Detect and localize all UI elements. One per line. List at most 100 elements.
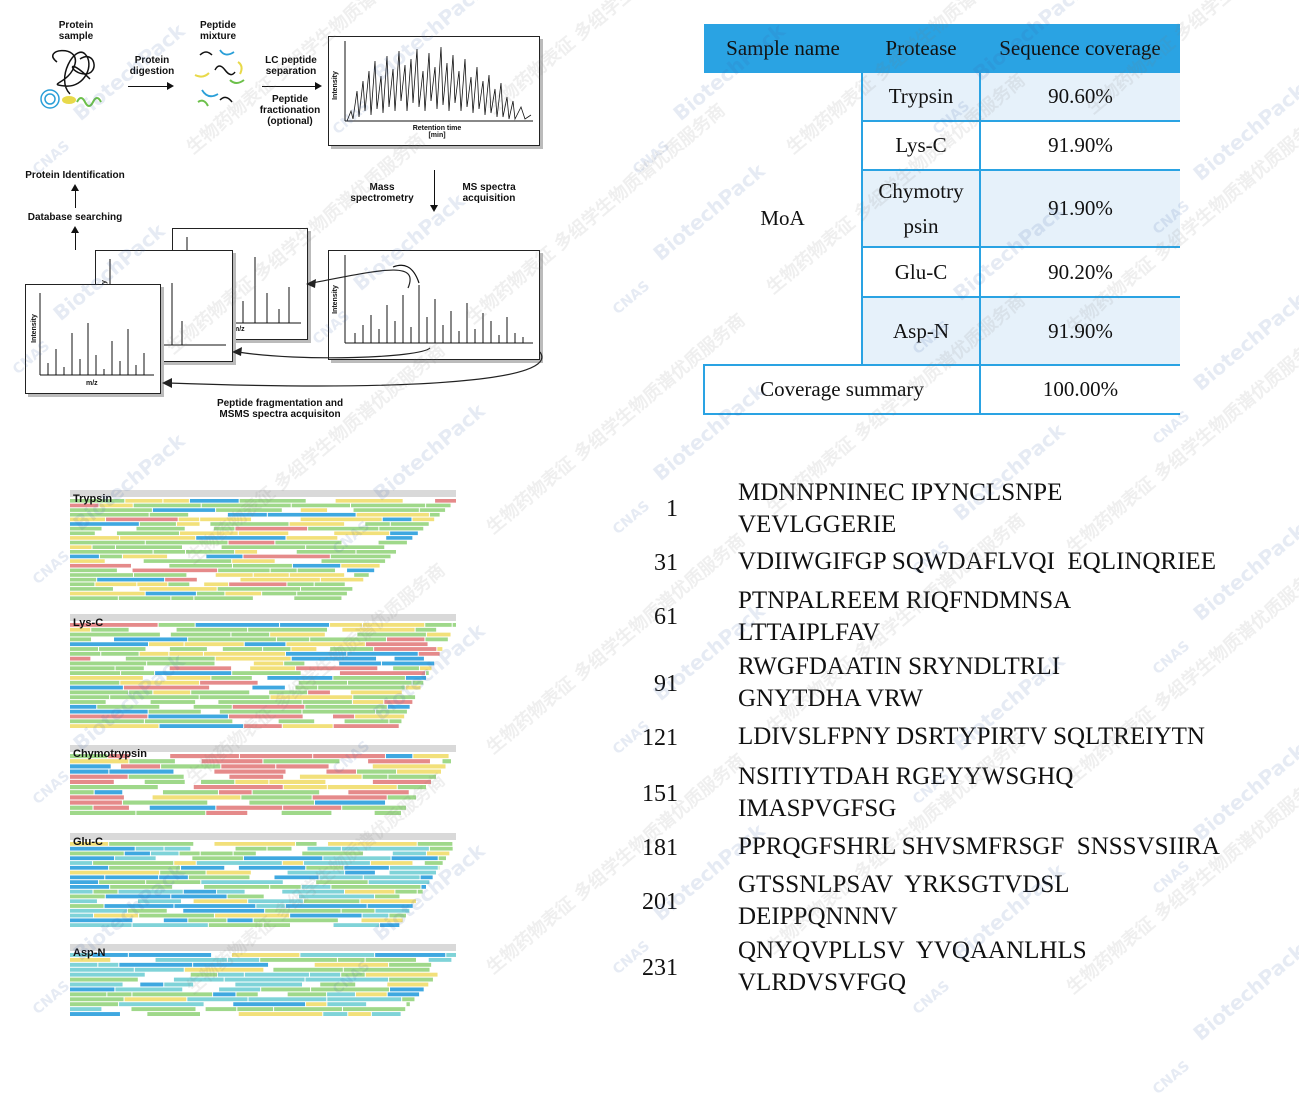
peptide-bar bbox=[176, 522, 200, 526]
watermark-brand: BiotechPack bbox=[1188, 288, 1299, 396]
peptide-bar bbox=[213, 526, 235, 531]
workflow-diagram: Protein sample Protein digestion Peptide… bbox=[0, 0, 600, 440]
peptide-bar bbox=[256, 904, 285, 908]
peptide-bar bbox=[70, 695, 110, 700]
peptide-bar bbox=[339, 661, 381, 666]
peptide-bar bbox=[365, 957, 416, 962]
table-row: Lys-C 91.90% bbox=[704, 120, 1180, 170]
ms-spectra-label: MS spectra acquisition bbox=[462, 182, 516, 204]
peptide-bar bbox=[381, 661, 435, 666]
ms-arrow bbox=[430, 170, 438, 212]
watermark-brand: BiotechPack bbox=[1188, 738, 1299, 846]
peptide-bar bbox=[99, 503, 133, 508]
peptide-bar bbox=[131, 1007, 196, 1012]
peptide-bar bbox=[70, 627, 91, 632]
peptide-bar bbox=[206, 810, 248, 815]
mass-spectrometry-label: Mass spectrometry bbox=[350, 182, 414, 204]
peptide-bar bbox=[196, 591, 225, 596]
peptide-bar bbox=[152, 795, 241, 800]
peptide-bar bbox=[200, 851, 233, 856]
peptide-bar bbox=[70, 904, 104, 908]
coverage-map-label: Trypsin bbox=[73, 493, 113, 505]
peptide-bar bbox=[333, 724, 399, 728]
peptide-bar bbox=[70, 754, 108, 759]
peptide-bar bbox=[174, 861, 196, 865]
peptide-bar bbox=[128, 774, 184, 779]
peptide-bar bbox=[163, 499, 189, 503]
peptide-bar bbox=[323, 856, 391, 861]
header-sequence-coverage: Sequence coverage bbox=[980, 24, 1180, 73]
peptide-bar bbox=[70, 642, 149, 647]
peptide-bar bbox=[292, 563, 341, 568]
peptide-bar bbox=[330, 647, 374, 651]
peptide-bar bbox=[253, 661, 284, 666]
peptide-bar bbox=[196, 861, 282, 865]
peptide-bar bbox=[70, 647, 99, 651]
sequence-line: NSITIYTDAH RGEYYWSGHQ bbox=[738, 763, 1074, 790]
lc-separation-label: LC peptide separation bbox=[265, 55, 317, 77]
peptide-bar bbox=[235, 550, 258, 554]
peptide-bar bbox=[206, 554, 243, 559]
peptide-bar bbox=[163, 918, 188, 923]
peptide-bar bbox=[417, 889, 423, 894]
peptide-bar bbox=[285, 904, 367, 908]
peptide-bar bbox=[227, 894, 264, 899]
peptide-bar bbox=[229, 774, 284, 779]
peptide-bar bbox=[296, 842, 317, 846]
coverage-map-chymotrypsin-bars bbox=[70, 745, 456, 815]
peptide-bar bbox=[129, 759, 175, 764]
peptide-bar bbox=[282, 861, 303, 865]
peptide-bar bbox=[356, 769, 397, 774]
peptide-bar bbox=[205, 1007, 237, 1012]
peptide-bar bbox=[215, 656, 291, 661]
peptide-bar bbox=[123, 685, 210, 690]
peptide-bar bbox=[155, 957, 227, 962]
coverage-map-ruler bbox=[70, 745, 456, 752]
peptide-bar bbox=[201, 759, 263, 764]
peptide-bar bbox=[70, 899, 97, 904]
peptide-bar bbox=[70, 1007, 102, 1012]
peptide-bar bbox=[132, 992, 213, 997]
peptide-bar bbox=[70, 769, 109, 774]
peptide-bar bbox=[120, 764, 161, 769]
peptide-bar bbox=[210, 522, 289, 526]
peptide-bar bbox=[155, 671, 232, 675]
sequence-line: VEVLGGERIE bbox=[738, 511, 897, 538]
peptide-bar bbox=[232, 704, 305, 709]
watermark-cnas: CNAS bbox=[909, 978, 954, 1018]
peptide-bar bbox=[153, 690, 191, 695]
peptide-bar bbox=[243, 856, 323, 861]
peptide-bar bbox=[313, 754, 385, 759]
peptide-bar bbox=[335, 499, 403, 503]
peptide-bar bbox=[231, 953, 300, 957]
peptide-bar bbox=[109, 865, 181, 870]
peptide-bar bbox=[305, 704, 387, 709]
peptide-bar bbox=[114, 637, 188, 642]
sequence-line: LTTAIPLFAV bbox=[738, 619, 881, 646]
peptide-bar bbox=[331, 885, 421, 889]
peptide-bar bbox=[365, 522, 390, 526]
peptide-bar bbox=[419, 666, 432, 671]
peptide-bar bbox=[244, 724, 282, 728]
peptide-bar bbox=[218, 700, 302, 704]
peptide-bar bbox=[109, 842, 194, 846]
peptide-bar bbox=[412, 517, 435, 522]
peptide-bar bbox=[252, 685, 285, 690]
peptide-bar bbox=[70, 637, 92, 642]
peptide-bar bbox=[368, 880, 430, 884]
peptide-bar bbox=[70, 889, 93, 894]
peptide-bar bbox=[139, 522, 176, 526]
watermark-cnas: CNAS bbox=[29, 548, 74, 588]
peptide-bar bbox=[384, 700, 413, 704]
peptide-bar bbox=[99, 880, 146, 884]
peptide-bar bbox=[239, 754, 313, 759]
sequence-line: RWGFDAATIN SRYNDLTRLI bbox=[738, 653, 1061, 680]
peptide-bar bbox=[327, 992, 355, 997]
peptide-bar bbox=[375, 953, 446, 957]
sequence-line: MDNNPNINEC IPYNCLSNPE bbox=[738, 479, 1063, 506]
peptide-bar bbox=[70, 953, 92, 957]
peptide-bar bbox=[333, 923, 380, 927]
peptide-bar bbox=[70, 512, 149, 517]
peptide-bar bbox=[139, 651, 169, 656]
peptide-bar bbox=[270, 568, 297, 573]
